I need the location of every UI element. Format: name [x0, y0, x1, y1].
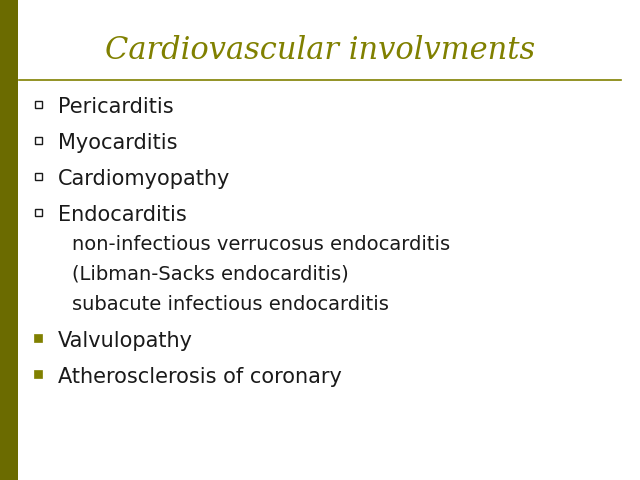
- Bar: [35, 172, 42, 180]
- Bar: [34, 334, 42, 342]
- Text: Myocarditis: Myocarditis: [58, 133, 177, 153]
- Text: Cardiomyopathy: Cardiomyopathy: [58, 169, 230, 189]
- Text: Atherosclerosis of coronary: Atherosclerosis of coronary: [58, 367, 342, 387]
- Text: non-infectious verrucosus endocarditis: non-infectious verrucosus endocarditis: [72, 235, 450, 254]
- Bar: [35, 136, 42, 144]
- Bar: [34, 370, 42, 378]
- Bar: [35, 100, 42, 108]
- Text: Endocarditis: Endocarditis: [58, 205, 187, 225]
- Text: Pericarditis: Pericarditis: [58, 97, 173, 117]
- Text: (Libman-Sacks endocarditis): (Libman-Sacks endocarditis): [72, 265, 349, 284]
- Bar: [35, 208, 42, 216]
- Text: Cardiovascular involvments: Cardiovascular involvments: [105, 35, 535, 66]
- Text: subacute infectious endocarditis: subacute infectious endocarditis: [72, 295, 389, 314]
- Bar: [0, 0, 18, 480]
- Text: Valvulopathy: Valvulopathy: [58, 331, 193, 351]
